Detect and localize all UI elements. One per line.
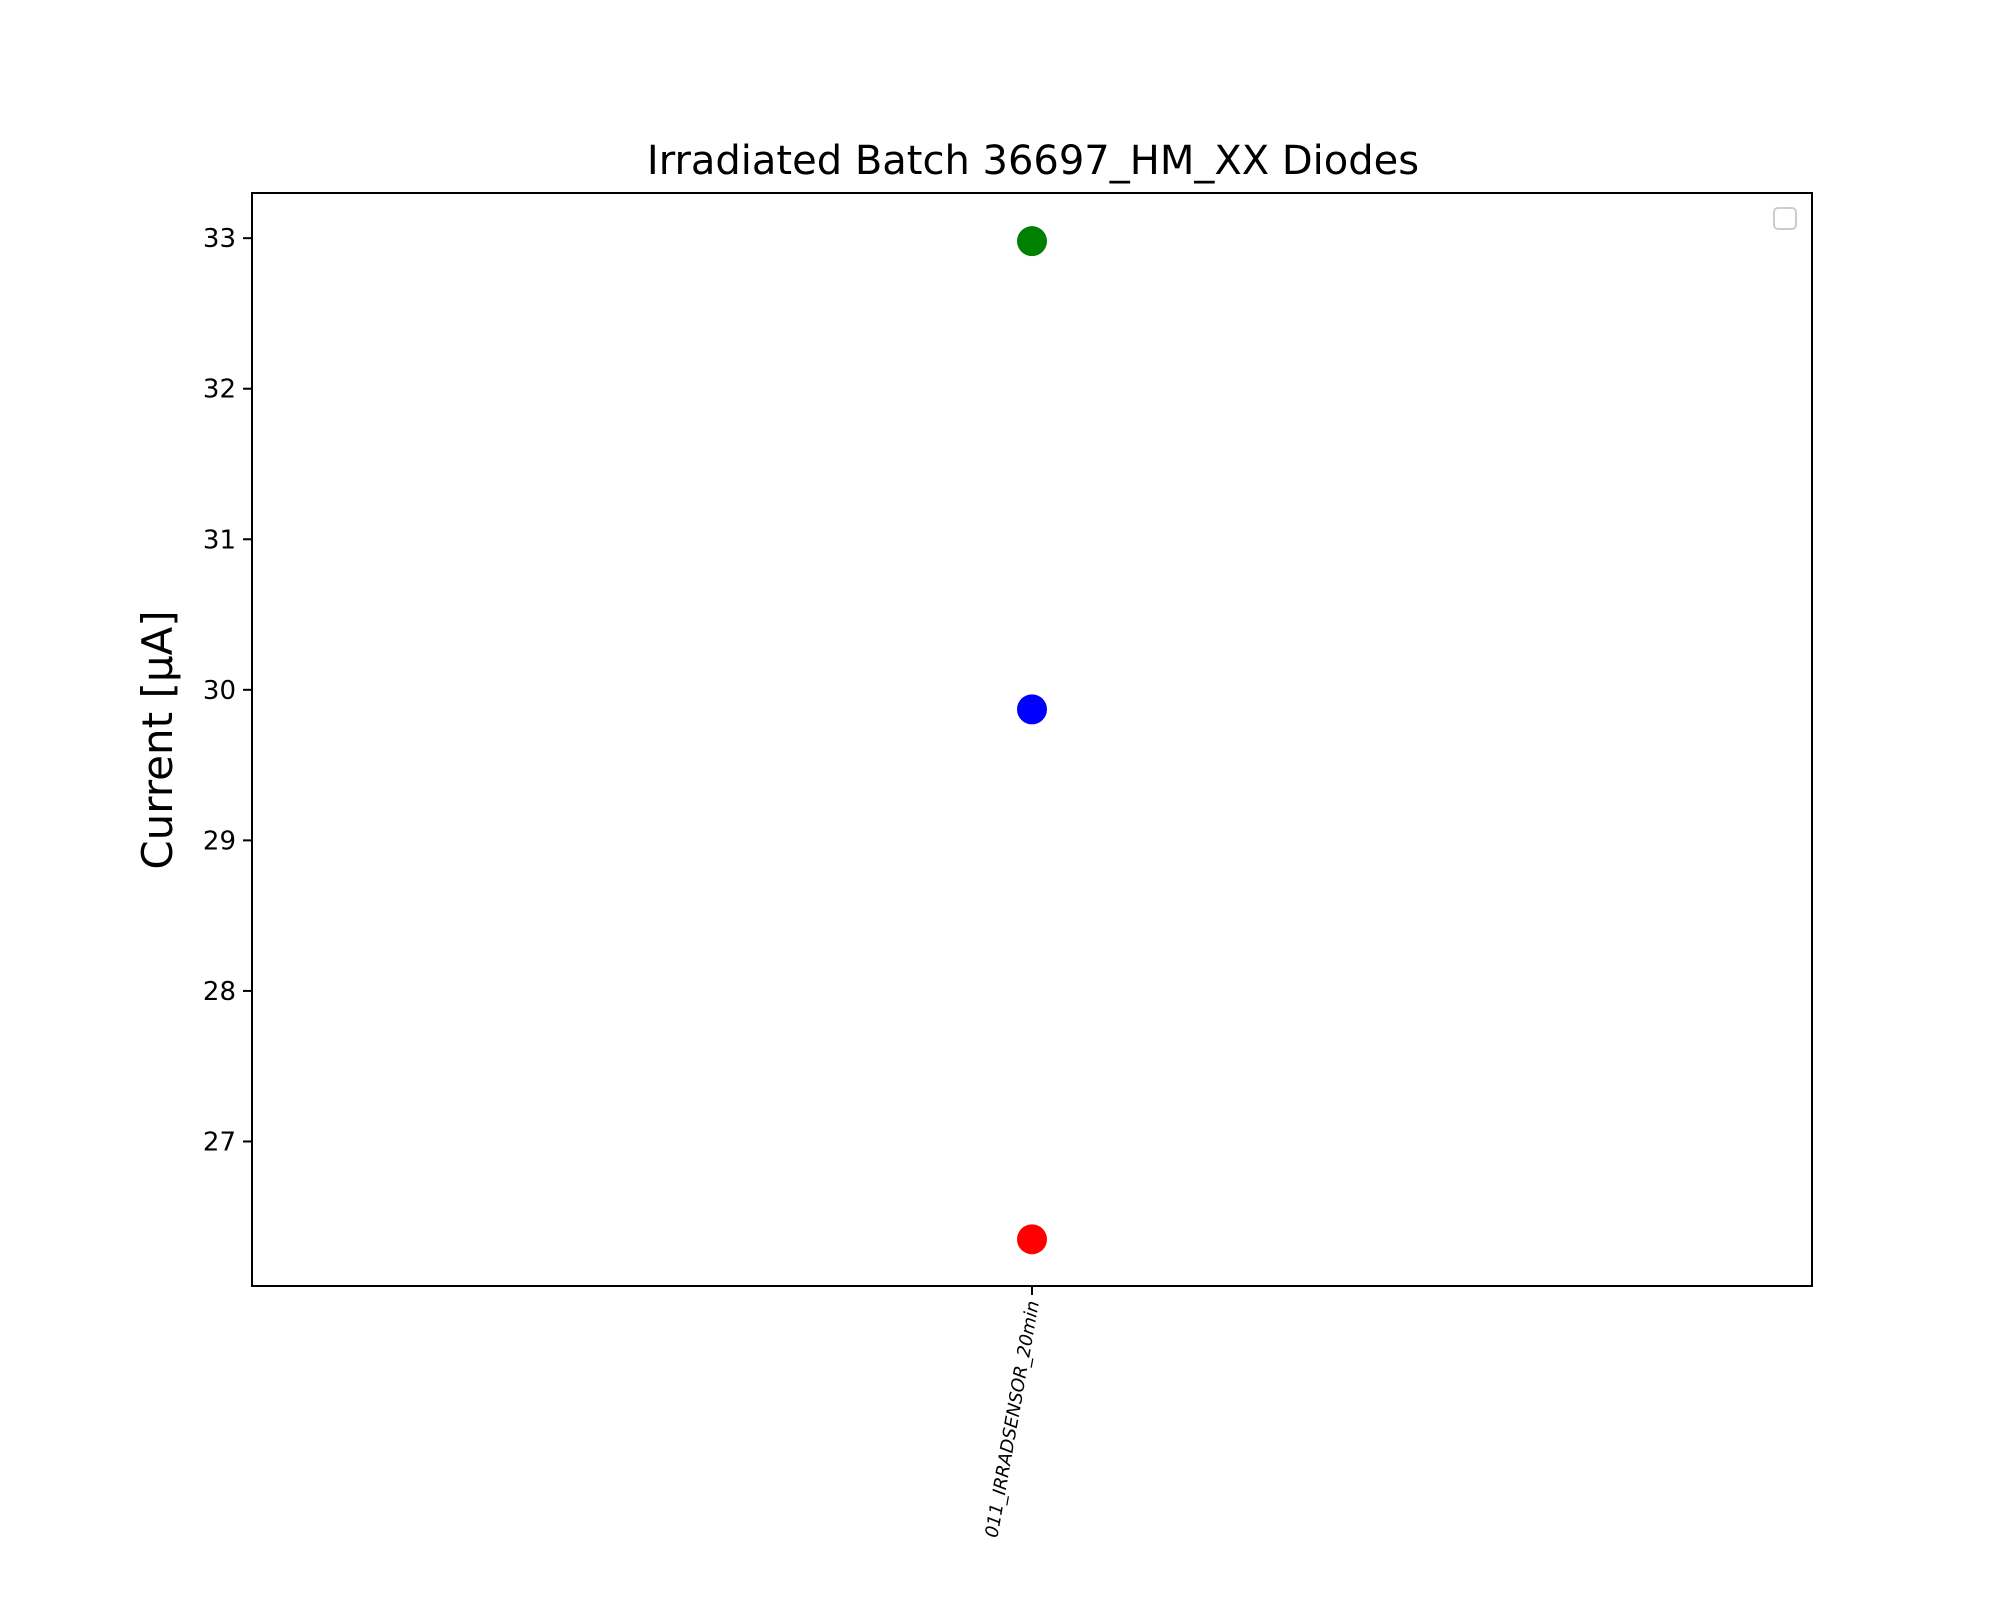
data-point bbox=[1017, 694, 1047, 725]
y-axis-label: Current [μA] bbox=[133, 610, 182, 869]
data-point bbox=[1017, 226, 1047, 257]
y-tick-label: 28 bbox=[203, 977, 236, 1007]
plot-frame bbox=[251, 192, 1813, 1287]
y-tick-label: 29 bbox=[203, 826, 236, 856]
chart-title: Irradiated Batch 36697_HM_XX Diodes bbox=[647, 138, 1419, 184]
y-tick-label: 32 bbox=[203, 375, 236, 405]
y-tick-label: 27 bbox=[203, 1127, 236, 1157]
legend-box[interactable] bbox=[1773, 207, 1797, 230]
y-axis-label-group: Current [μA] bbox=[133, 610, 182, 869]
y-tick-label: 33 bbox=[203, 224, 236, 254]
y-tick-label: 30 bbox=[203, 676, 236, 706]
data-points bbox=[1017, 226, 1047, 1255]
data-point bbox=[1017, 1224, 1047, 1255]
y-tick-label: 31 bbox=[203, 525, 236, 555]
y-axis-ticks: 27 28 29 30 31 32 33 bbox=[203, 224, 252, 1157]
